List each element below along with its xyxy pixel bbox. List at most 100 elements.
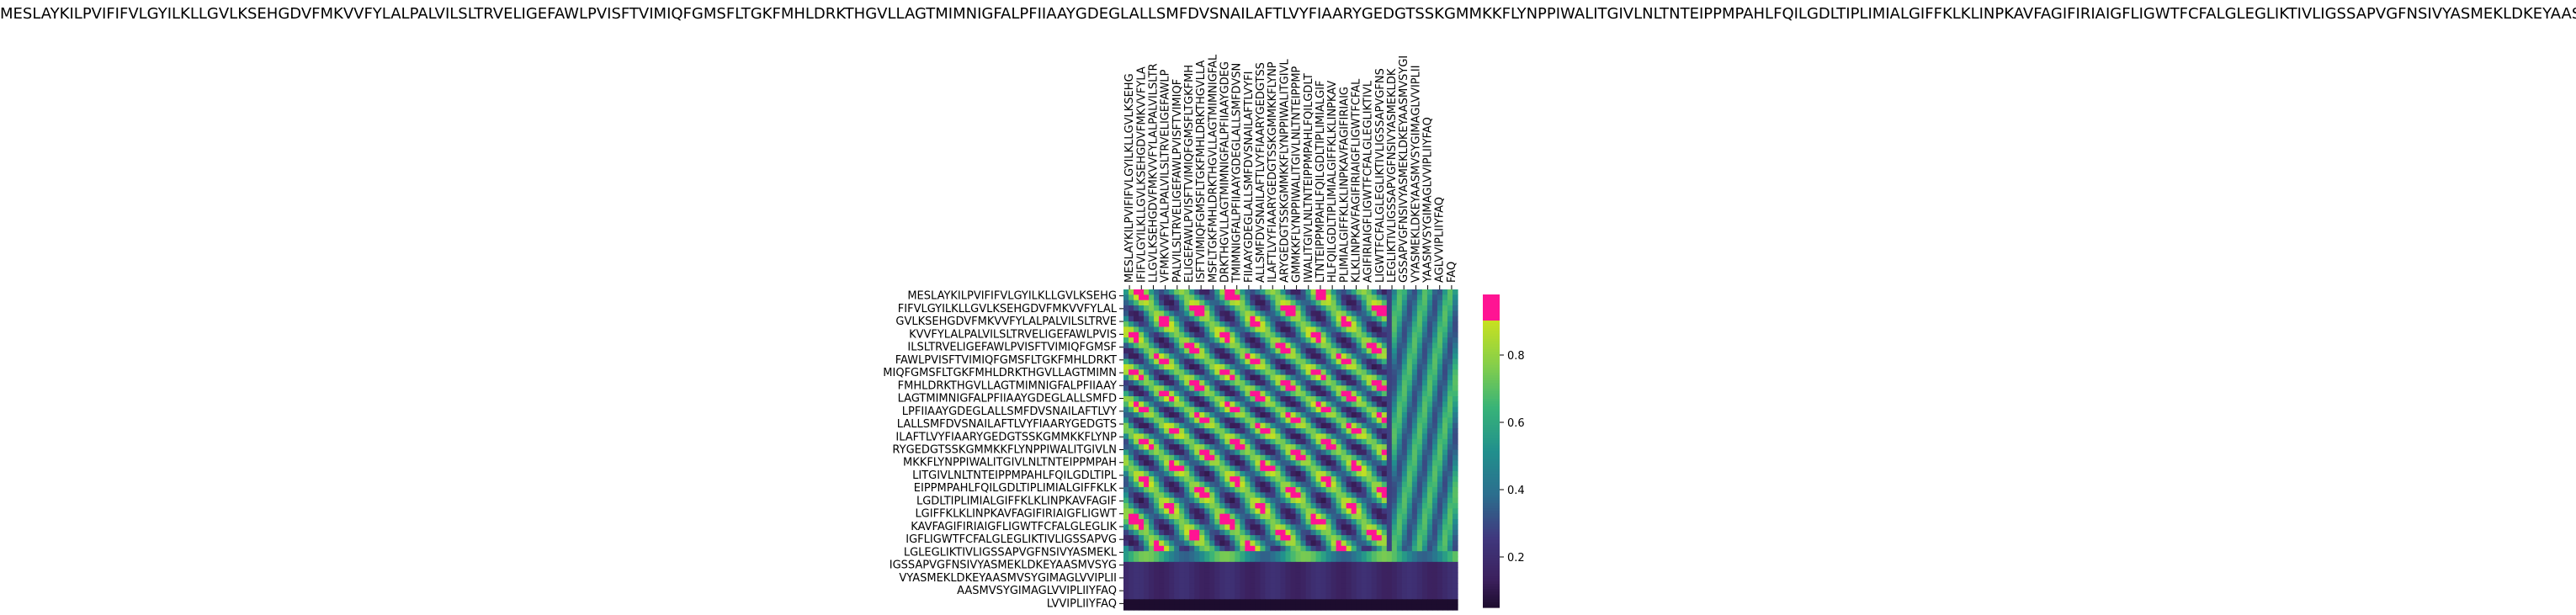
heatmap-cell (1270, 428, 1277, 435)
heatmap-cell (1346, 588, 1352, 595)
heatmap-cell (1386, 561, 1393, 568)
heatmap-cell (1275, 567, 1282, 574)
x-tick-label: MESLAYKILPVIFIFVLGYILKLLGVLKSEHG (1123, 73, 1136, 283)
colorbar-segment (1483, 338, 1500, 342)
heatmap-cell (1376, 508, 1383, 515)
heatmap-cell (1361, 294, 1368, 301)
heatmap-cell (1295, 369, 1302, 376)
heatmap-cell (1376, 358, 1383, 365)
heatmap-cell (1123, 513, 1129, 520)
heatmap-cell (1184, 358, 1190, 365)
heatmap-cell (1396, 438, 1403, 445)
heatmap-cell (1189, 492, 1195, 499)
heatmap-cell (1351, 294, 1357, 301)
heatmap-cell (1452, 406, 1458, 413)
heatmap-cell (1330, 294, 1337, 301)
heatmap-cell (1214, 444, 1220, 451)
heatmap-cell (1189, 486, 1195, 493)
heatmap-cell (1376, 577, 1383, 584)
heatmap-cell (1139, 379, 1145, 386)
heatmap-cell (1371, 358, 1378, 365)
heatmap-cell (1295, 551, 1302, 558)
heatmap-cell (1189, 379, 1195, 386)
heatmap-cell (1442, 535, 1448, 542)
heatmap-cell (1139, 363, 1145, 370)
heatmap-cell (1437, 438, 1443, 445)
colorbar-segment (1483, 529, 1500, 533)
heatmap-cell (1144, 583, 1150, 590)
heatmap-cell (1300, 460, 1307, 467)
heatmap-cell (1144, 540, 1150, 547)
heatmap-cell (1219, 551, 1225, 558)
heatmap-cell (1194, 524, 1200, 531)
heatmap-cell (1401, 529, 1408, 536)
heatmap-cell (1169, 315, 1175, 322)
heatmap-cell (1255, 353, 1261, 360)
heatmap-cell (1361, 556, 1368, 563)
heatmap-cell (1179, 315, 1185, 322)
heatmap-cell (1386, 572, 1393, 579)
heatmap-cell (1330, 331, 1337, 338)
heatmap-cell (1260, 572, 1267, 579)
heatmap-cell (1224, 315, 1230, 322)
heatmap-cell (1426, 331, 1433, 338)
heatmap-cell (1437, 358, 1443, 365)
heatmap-cell (1351, 331, 1357, 338)
heatmap-cell (1240, 604, 1246, 611)
heatmap-cell (1386, 390, 1393, 397)
heatmap-cell (1275, 379, 1282, 386)
heatmap-cell (1265, 342, 1272, 349)
heatmap-cell (1255, 310, 1261, 317)
heatmap-cell (1280, 481, 1287, 488)
heatmap-cell (1204, 315, 1210, 322)
heatmap-cell (1426, 460, 1433, 467)
heatmap-cell (1199, 294, 1205, 301)
heatmap-cell (1285, 486, 1292, 493)
heatmap-cell (1224, 577, 1230, 584)
heatmap-cell (1426, 572, 1433, 579)
heatmap-cell (1265, 353, 1272, 360)
heatmap-cell (1280, 551, 1287, 558)
heatmap-cell (1139, 326, 1145, 333)
colorbar-segment (1483, 443, 1500, 447)
heatmap-cell (1356, 535, 1362, 542)
heatmap-cell (1386, 513, 1393, 520)
heatmap-cell (1437, 577, 1443, 584)
heatmap-cell (1214, 374, 1220, 381)
heatmap-cell (1300, 561, 1307, 568)
heatmap-cell (1219, 347, 1225, 354)
heatmap-cell (1376, 305, 1383, 311)
heatmap-cell (1270, 353, 1277, 360)
heatmap-cell (1310, 438, 1317, 445)
heatmap-cell (1381, 422, 1388, 429)
heatmap-cell (1447, 529, 1453, 536)
heatmap-cell (1174, 289, 1180, 295)
heatmap-cell (1330, 588, 1337, 595)
heatmap-cell (1442, 561, 1448, 568)
heatmap-cell (1159, 412, 1165, 418)
heatmap-cell (1184, 353, 1190, 360)
heatmap-cell (1361, 561, 1368, 568)
heatmap-cell (1224, 289, 1230, 295)
heatmap-cell (1240, 593, 1246, 600)
heatmap-cell (1230, 535, 1235, 542)
heatmap-cell (1421, 604, 1428, 611)
heatmap-cell (1139, 390, 1145, 397)
heatmap-cell (1154, 321, 1160, 328)
heatmap-cell (1447, 428, 1453, 435)
heatmap-cell (1406, 486, 1413, 493)
heatmap-cell (1320, 321, 1327, 328)
heatmap-cell (1396, 379, 1403, 386)
heatmap-cell (1209, 540, 1215, 547)
heatmap-cell (1235, 289, 1240, 295)
heatmap-cell (1371, 497, 1378, 504)
heatmap-cell (1426, 396, 1433, 402)
heatmap-cell (1174, 540, 1180, 547)
heatmap-cell (1416, 390, 1423, 397)
heatmap-cell (1361, 593, 1368, 600)
heatmap-cell (1280, 561, 1287, 568)
heatmap-cell (1315, 422, 1322, 429)
heatmap-cell (1452, 396, 1458, 402)
heatmap-cell (1386, 401, 1393, 408)
heatmap-cell (1431, 374, 1438, 381)
